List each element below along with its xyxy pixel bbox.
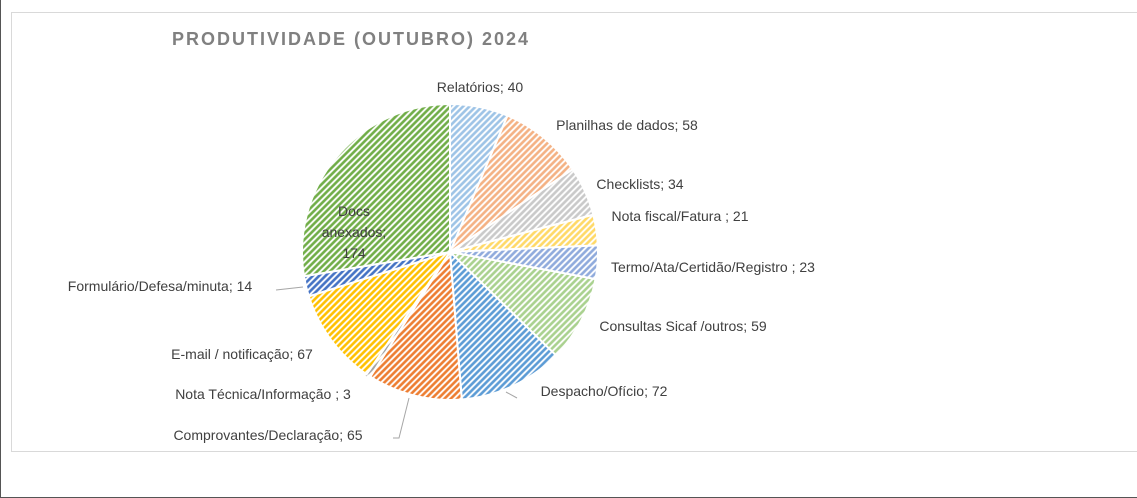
data-label: Checklists; 34 xyxy=(596,174,683,195)
label-separator: ; xyxy=(499,79,508,95)
leader-line xyxy=(505,391,518,399)
label-name: E-mail / notificação xyxy=(171,346,290,362)
data-label: Relatórios; 40 xyxy=(437,77,523,98)
label-separator: ; xyxy=(725,208,733,224)
pie-slice xyxy=(447,114,575,255)
data-label: Termo/Ata/Certidão/Registro ; 23 xyxy=(606,257,821,278)
label-name: Relatórios xyxy=(436,79,500,95)
data-label: Planilhas de dados; 58 xyxy=(556,115,698,136)
label-separator: ; xyxy=(335,386,344,402)
data-label: Despacho/Ofício; 72 xyxy=(541,381,668,402)
data-label: Consultas Sicaf /outros; 59 xyxy=(599,316,766,337)
label-separator: ; xyxy=(791,259,800,275)
label-value: 23 xyxy=(799,259,815,275)
label-value: 34 xyxy=(668,176,684,192)
data-label: Formulário/Defesa/minuta; 14 xyxy=(45,276,275,297)
pie-slice xyxy=(448,249,558,401)
label-name: Termo/Ata/Certidão/Registro xyxy=(611,259,792,275)
label-value: 72 xyxy=(651,383,668,399)
label-name: Checklists xyxy=(596,176,661,192)
data-label: Docs anexados; 174 xyxy=(314,201,394,264)
label-name: Comprovantes/Declaração xyxy=(173,427,340,443)
label-name: Despacho/Ofício xyxy=(540,383,645,399)
label-separator: ; xyxy=(644,383,652,399)
label-name: Formulário/Defesa/minuta xyxy=(67,278,229,294)
leader-line xyxy=(393,397,410,439)
label-separator: ; xyxy=(743,318,752,334)
pie-slice xyxy=(446,250,597,357)
leader-line xyxy=(275,286,304,291)
label-value: 59 xyxy=(751,318,767,334)
data-label: Nota Técnica/Informação ; 3 xyxy=(175,384,351,405)
label-name: Planilhas de dados xyxy=(556,117,675,133)
label-value: 14 xyxy=(236,278,253,294)
label-separator: ; xyxy=(228,278,237,294)
label-separator: ; xyxy=(289,346,298,362)
label-value: 58 xyxy=(682,117,698,133)
label-name: Consultas Sicaf /outros xyxy=(599,318,744,334)
label-separator: ; xyxy=(660,176,668,192)
label-name: Docs anexados xyxy=(321,203,383,240)
label-value: 40 xyxy=(507,79,524,95)
label-separator: ; xyxy=(339,427,347,443)
pie-slice xyxy=(307,250,453,376)
chart-title: PRODUTIVIDADE (OUTUBRO) 2024 xyxy=(172,29,531,49)
label-value: 3 xyxy=(343,386,351,402)
chart xyxy=(275,102,599,439)
label-value: 174 xyxy=(342,245,366,261)
pie-slice xyxy=(368,248,463,401)
label-value: 67 xyxy=(297,346,313,362)
label-value: 65 xyxy=(346,427,363,443)
label-name: Nota Técnica/Informação xyxy=(175,386,336,402)
data-label: E-mail / notificação; 67 xyxy=(171,344,313,365)
label-value: 21 xyxy=(732,208,749,224)
label-separator: ; xyxy=(674,117,683,133)
label-name: Nota fiscal/Fatura xyxy=(611,208,726,224)
chart-area: PRODUTIVIDADE (OUTUBRO) 2024 Relatórios;… xyxy=(11,12,1137,452)
pie-slice xyxy=(301,102,451,278)
label-separator: ; xyxy=(382,224,391,240)
data-label: Nota fiscal/Fatura ; 21 xyxy=(612,206,749,227)
data-label: Comprovantes/Declaração; 65 xyxy=(168,425,368,446)
